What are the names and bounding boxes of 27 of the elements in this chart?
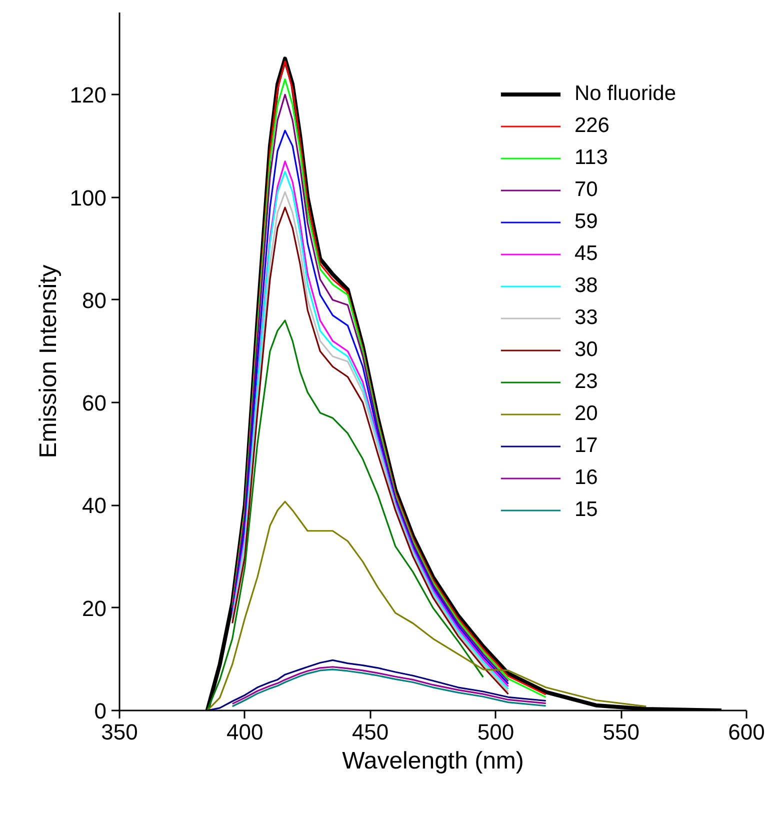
legend-label: 226: [574, 114, 610, 138]
legend-label: 30: [574, 338, 598, 362]
x-tick-label: 500: [477, 720, 514, 744]
legend-label: 23: [574, 370, 598, 394]
y-tick-label: 20: [82, 596, 107, 621]
legend-label: 33: [574, 306, 598, 330]
legend-label: 113: [574, 146, 608, 170]
legend-label: 15: [574, 498, 598, 522]
x-axis-title: Wavelength (nm): [342, 748, 524, 774]
legend-label: 38: [574, 274, 598, 298]
legend-label: 16: [574, 466, 598, 490]
y-tick-label: 40: [82, 493, 107, 518]
legend-label: No fluoride: [574, 82, 676, 106]
x-tick-label: 550: [602, 720, 640, 744]
x-tick-label: 450: [352, 720, 389, 744]
legend-label: 70: [574, 178, 598, 202]
x-tick-label: 400: [226, 720, 264, 744]
y-tick-label: 120: [70, 82, 107, 108]
legend-label: 17: [574, 434, 598, 458]
legend-label: 20: [574, 402, 598, 426]
y-tick-label: 80: [82, 288, 107, 313]
y-tick-label: 60: [82, 390, 107, 416]
x-tick-label: 600: [728, 720, 765, 744]
y-tick-label: 100: [70, 185, 107, 210]
legend-label: 45: [574, 242, 598, 266]
y-axis-title: Emission Intensity: [34, 264, 62, 458]
legend-label: 59: [574, 210, 598, 234]
